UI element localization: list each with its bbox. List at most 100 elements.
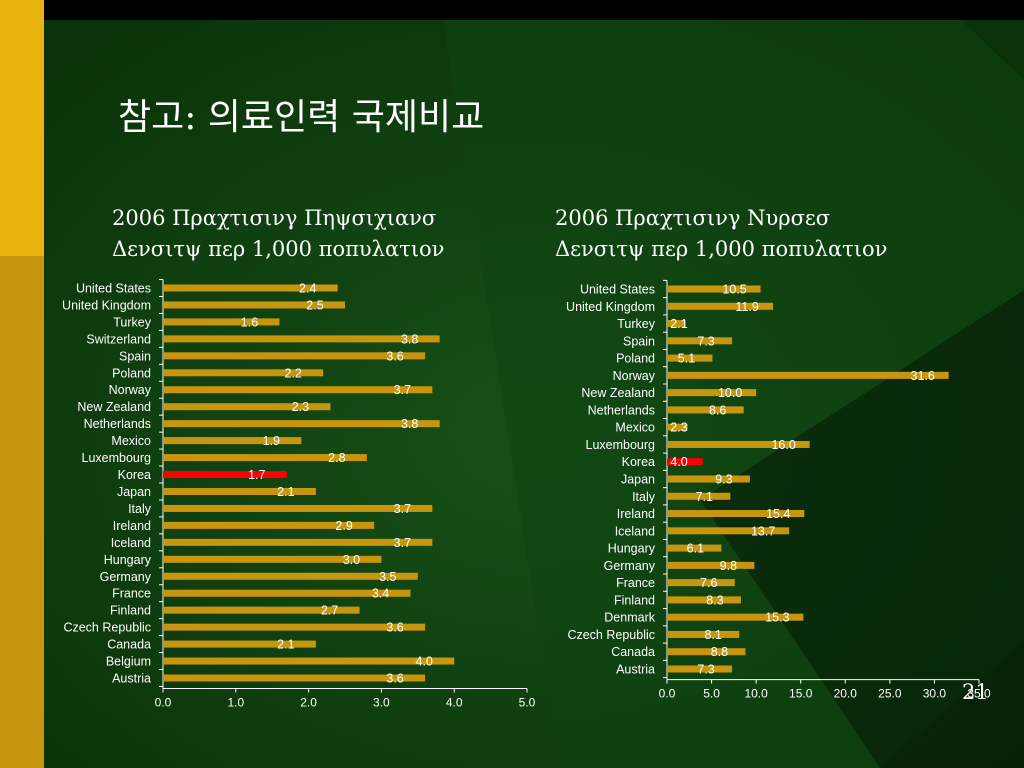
x-tick-label: 5.0 (519, 695, 536, 709)
category-label: Austria (112, 672, 151, 686)
category-label: Ireland (617, 507, 655, 521)
category-label: United States (580, 283, 655, 297)
data-label: 3.6 (386, 349, 403, 363)
chart-title-line1: 2006 Πραχτισινγ Νυρσεσ (555, 206, 831, 230)
chart-title-physicians: 2006 Πραχτισινγ Πηψσιχιανσ Δενσιτψ περ 1… (112, 203, 444, 265)
data-label: 2.7 (321, 604, 338, 618)
category-label: Norway (613, 369, 656, 383)
data-label: 1.7 (248, 468, 265, 482)
data-label: 15.4 (766, 507, 790, 521)
data-label: 8.6 (709, 403, 726, 417)
data-label: 3.7 (394, 502, 411, 516)
data-label: 6.1 (687, 542, 704, 556)
category-label: Mexico (111, 434, 151, 448)
bar (163, 674, 426, 682)
bar (163, 623, 426, 631)
data-label: 2.3 (670, 421, 687, 435)
data-label: 2.9 (335, 519, 352, 533)
data-label: 3.6 (386, 672, 403, 686)
data-label: 9.8 (720, 559, 737, 573)
bar (163, 284, 338, 292)
data-label: 2.3 (292, 400, 309, 414)
data-label: 7.6 (700, 576, 717, 590)
bar (163, 454, 367, 462)
data-label: 5.1 (678, 352, 695, 366)
category-label: Germany (604, 559, 656, 573)
category-label: Luxembourg (586, 438, 656, 452)
x-tick-label: 35.0 (967, 687, 991, 701)
data-label: 7.3 (697, 663, 714, 677)
data-label: 1.6 (241, 315, 258, 329)
page-number: 21 (962, 680, 989, 704)
data-label: 16.0 (771, 438, 795, 452)
bar (667, 648, 746, 656)
bar (667, 596, 741, 604)
x-tick-label: 2.0 (300, 695, 317, 709)
category-label: Hungary (608, 542, 656, 556)
category-label: Spain (119, 349, 151, 363)
bar (163, 572, 418, 580)
bar (163, 589, 411, 597)
category-label: Mexico (615, 421, 655, 435)
bar (667, 406, 744, 414)
bar (667, 613, 804, 621)
bar (667, 544, 722, 552)
bar (163, 420, 440, 428)
category-label: Turkey (113, 315, 151, 329)
x-tick-label: 10.0 (744, 687, 768, 701)
data-label: 2.1 (277, 485, 294, 499)
category-label: Turkey (617, 317, 655, 331)
x-tick-label: 25.0 (878, 687, 902, 701)
bar (163, 521, 375, 529)
data-label: 3.4 (372, 587, 389, 601)
bar (667, 302, 774, 310)
bar (667, 579, 735, 587)
chart-title-line2: Δενσιτψ περ 1,000 πoπυλατιoν (555, 237, 888, 261)
bar (667, 475, 750, 483)
category-label: Switzerland (86, 332, 151, 346)
category-label: Poland (112, 366, 151, 380)
category-label: Belgium (106, 655, 151, 669)
x-tick-label: 15.0 (789, 687, 813, 701)
category-label: New Zealand (581, 386, 655, 400)
category-label: Norway (109, 383, 152, 397)
category-label: Czech Republic (567, 628, 655, 642)
data-label: 10.5 (722, 283, 746, 297)
bar (163, 487, 316, 495)
x-tick-label: 0.0 (659, 687, 676, 701)
bar (163, 437, 302, 445)
data-label: 2.5 (306, 298, 323, 312)
category-label: Iceland (615, 524, 655, 538)
category-label: Iceland (111, 536, 151, 550)
bar (667, 440, 810, 448)
bar (667, 371, 949, 379)
bar (667, 423, 688, 431)
category-label: New Zealand (77, 400, 151, 414)
bar (667, 561, 755, 569)
data-label: 2.8 (328, 451, 345, 465)
bar (163, 504, 433, 512)
data-label: 9.3 (715, 473, 732, 487)
chart-title-line1: 2006 Πραχτισινγ Πηψσιχιανσ (112, 206, 437, 230)
data-label: 4.0 (416, 655, 433, 669)
category-label: France (616, 576, 655, 590)
category-label: Italy (128, 502, 152, 516)
bar (667, 285, 761, 293)
data-label: 7.3 (697, 334, 714, 348)
bar (667, 389, 757, 397)
data-label: 11.9 (735, 300, 758, 314)
data-label: 7.1 (696, 490, 713, 504)
category-label: Poland (616, 352, 655, 366)
category-label: Canada (107, 638, 151, 652)
bar (667, 458, 703, 466)
bar (163, 657, 455, 665)
category-label: Italy (632, 490, 656, 504)
category-label: Japan (621, 473, 655, 487)
data-label: 3.7 (394, 383, 411, 397)
bar (163, 471, 287, 479)
category-label: Netherlands (84, 417, 151, 431)
chart-title-line2: Δενσιτψ περ 1,000 πoπυλατιoν (112, 237, 445, 261)
data-label: 3.5 (379, 570, 396, 584)
category-label: Luxembourg (82, 451, 152, 465)
data-label: 2.4 (299, 282, 316, 296)
